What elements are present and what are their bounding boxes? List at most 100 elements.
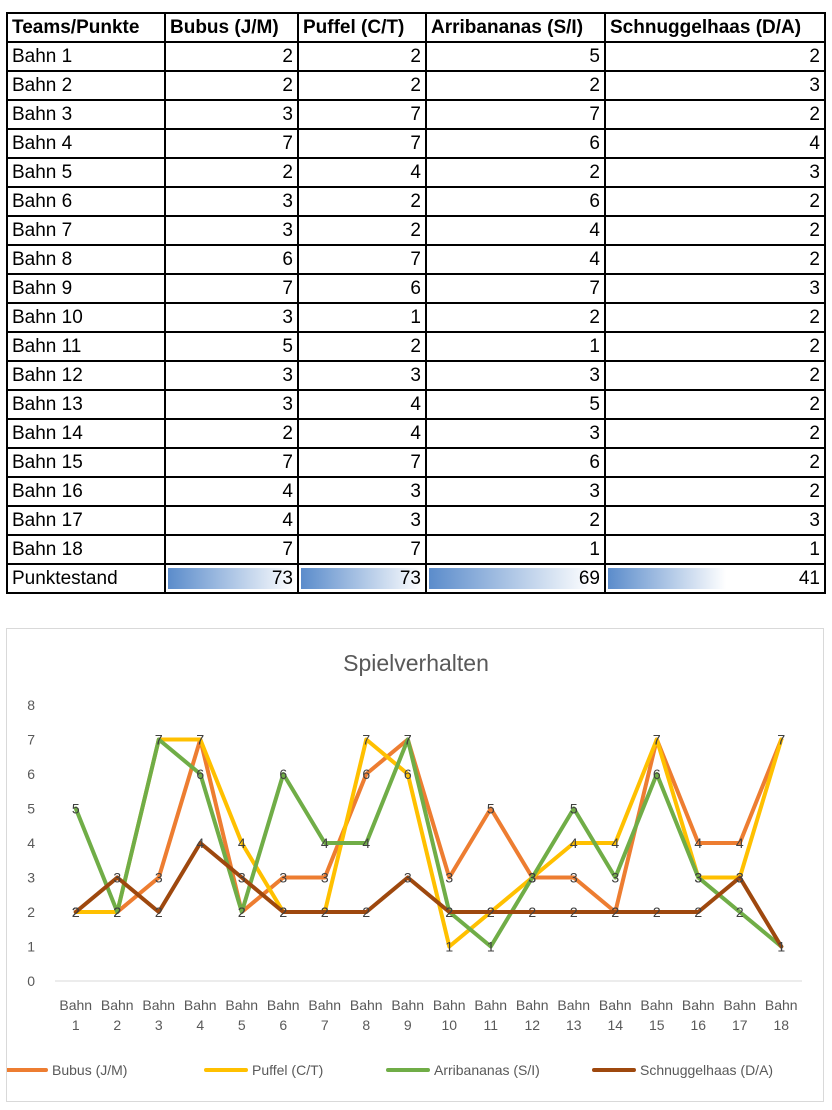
series-line: [73, 841, 784, 949]
score-cell: 3: [297, 476, 427, 507]
x-tick-label: Bahn 8: [350, 997, 383, 1033]
score-cell: 3: [164, 186, 299, 217]
score-cell: 1: [297, 302, 427, 333]
score-cell: 2: [604, 389, 826, 420]
score-cell: 1: [425, 534, 606, 565]
y-tick-label: 2: [27, 904, 35, 920]
data-label: 6: [279, 766, 287, 782]
y-tick-label: 5: [27, 801, 35, 817]
x-tick-label: Bahn 14: [599, 997, 632, 1033]
score-cell: 2: [164, 70, 299, 101]
data-label: 3: [279, 870, 287, 886]
x-tick-label: Bahn 11: [474, 997, 507, 1033]
data-label: 2: [72, 904, 80, 920]
score-cell: 2: [297, 41, 427, 72]
x-tick-label: Bahn 15: [640, 997, 673, 1033]
score-cell: 3: [164, 389, 299, 420]
data-label: 7: [155, 732, 163, 748]
score-cell: 7: [297, 447, 427, 478]
score-cell: 2: [164, 41, 299, 72]
data-label: 3: [445, 870, 453, 886]
row-label: Bahn 7: [6, 215, 166, 246]
data-label: 2: [72, 904, 80, 920]
column-header: Bubus (J/M): [164, 12, 299, 43]
data-label: 7: [653, 732, 661, 748]
score-cell: 3: [164, 302, 299, 333]
score-cell: 3: [425, 360, 606, 391]
x-tick-label: Bahn 12: [516, 997, 549, 1033]
data-label: 7: [155, 732, 163, 748]
score-cell: 5: [425, 389, 606, 420]
data-bar: [608, 568, 727, 589]
score-cell: 2: [164, 157, 299, 188]
score-cell: 2: [604, 215, 826, 246]
data-label: 6: [196, 766, 204, 782]
data-label: 2: [445, 904, 453, 920]
row-label: Bahn 9: [6, 273, 166, 304]
score-cell: 6: [425, 447, 606, 478]
total-cell: 73: [164, 563, 299, 594]
total-row: Punktestand 73 73 69 41: [6, 563, 826, 594]
score-cell: 7: [164, 534, 299, 565]
legend-label: Bubus (J/M): [52, 1062, 127, 1078]
data-label: 2: [611, 904, 619, 920]
row-label: Bahn 12: [6, 360, 166, 391]
score-cell: 3: [425, 476, 606, 507]
data-label: 7: [777, 732, 785, 748]
score-cell: 5: [425, 41, 606, 72]
score-cell: 7: [297, 534, 427, 565]
score-cell: 2: [425, 302, 606, 333]
data-label: 7: [777, 732, 785, 748]
data-bar: [168, 568, 295, 589]
score-cell: 2: [297, 331, 427, 362]
score-cell: 2: [425, 157, 606, 188]
score-cell: 4: [604, 128, 826, 159]
score-cell: 6: [164, 244, 299, 275]
data-bar: [429, 568, 593, 589]
row-label: Bahn 5: [6, 157, 166, 188]
score-cell: 7: [425, 273, 606, 304]
score-cell: 3: [604, 273, 826, 304]
row-label: Bahn 13: [6, 389, 166, 420]
total-value: 69: [578, 568, 600, 589]
data-label: 2: [321, 904, 329, 920]
row-label: Bahn 1: [6, 41, 166, 72]
data-label: 3: [113, 870, 121, 886]
score-cell: 2: [297, 186, 427, 217]
table-header-row: Teams/Punkte Bubus (J/M) Puffel (C/T) Arrib…: [6, 12, 826, 43]
data-label: 3: [570, 870, 578, 886]
data-label: 2: [238, 904, 246, 920]
y-tick-label: 7: [27, 732, 35, 748]
x-tick-label: Bahn 6: [267, 997, 300, 1033]
legend-label: Schnuggelhaas (D/A): [640, 1062, 773, 1078]
score-cell: 2: [604, 302, 826, 333]
data-label: 3: [238, 870, 246, 886]
data-label: 1: [777, 939, 785, 955]
total-cell: 73: [297, 563, 427, 594]
table-row: Bahn 16 4 3 3 2: [6, 476, 826, 507]
data-label: 2: [238, 904, 246, 920]
column-header: Teams/Punkte: [6, 12, 166, 43]
row-label: Bahn 8: [6, 244, 166, 275]
data-label: 4: [238, 835, 246, 851]
x-tick-label: Bahn 13: [557, 997, 590, 1033]
score-cell: 2: [604, 360, 826, 391]
y-tick-label: 4: [27, 835, 35, 851]
score-cell: 2: [297, 215, 427, 246]
x-tick-label: Bahn 7: [308, 997, 341, 1033]
data-label: 5: [570, 801, 578, 817]
data-label: 1: [487, 939, 495, 955]
x-tick-label: Bahn 5: [225, 997, 258, 1033]
score-cell: 2: [604, 476, 826, 507]
score-cell: 3: [425, 418, 606, 449]
line-chart: Spielverhalten 0 1 2 3 4 5 6 7 8 Bahn 1 Bahn 2 Bahn 3 Ba…: [6, 628, 824, 1102]
score-cell: 2: [297, 70, 427, 101]
row-label: Bahn 2: [6, 70, 166, 101]
score-cell: 7: [425, 99, 606, 130]
data-label: 2: [279, 904, 287, 920]
score-cell: 7: [164, 128, 299, 159]
